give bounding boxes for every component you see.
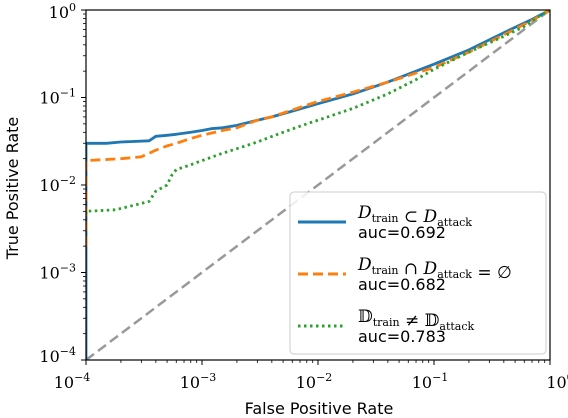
- series-line-3: [86, 10, 550, 360]
- y-tick-label: 10−3: [39, 262, 76, 283]
- x-tick-label: 10−2: [296, 371, 333, 392]
- axis-ticks: 10−4 10−3 10−2 10−1 100 10−4 10−3 10−2 10−1 100: [39, 1, 568, 392]
- x-tick-label: 10−3: [180, 371, 217, 392]
- legend-label-2: 𝔻train ≠ 𝔻attack: [358, 307, 475, 333]
- legend-auc-2: auc=0.783: [358, 327, 446, 346]
- series-line-0: [86, 10, 550, 360]
- legend-label-0: Dtrain ⊂ Dattack: [357, 203, 472, 229]
- y-tick-label: 100: [49, 1, 76, 22]
- y-axis-label: True Positive Rate: [3, 117, 22, 261]
- x-axis-label: False Positive Rate: [245, 399, 394, 418]
- x-tick-label: 10−1: [412, 371, 449, 392]
- y-tick-label: 10−4: [39, 345, 76, 366]
- y-tick-label: 10−1: [39, 87, 76, 108]
- legend-auc-1: auc=0.682: [358, 275, 446, 294]
- x-tick-label: 100: [546, 371, 568, 392]
- series-line-1: [86, 10, 550, 247]
- x-tick-label: 10−4: [54, 371, 91, 392]
- series-line-2: [86, 10, 550, 215]
- legend-box: [289, 191, 547, 355]
- y-tick-label: 10−2: [39, 174, 76, 195]
- legend-auc-0: auc=0.692: [358, 223, 446, 242]
- legend-label-1: Dtrain ∩ Dattack = ∅: [357, 255, 512, 283]
